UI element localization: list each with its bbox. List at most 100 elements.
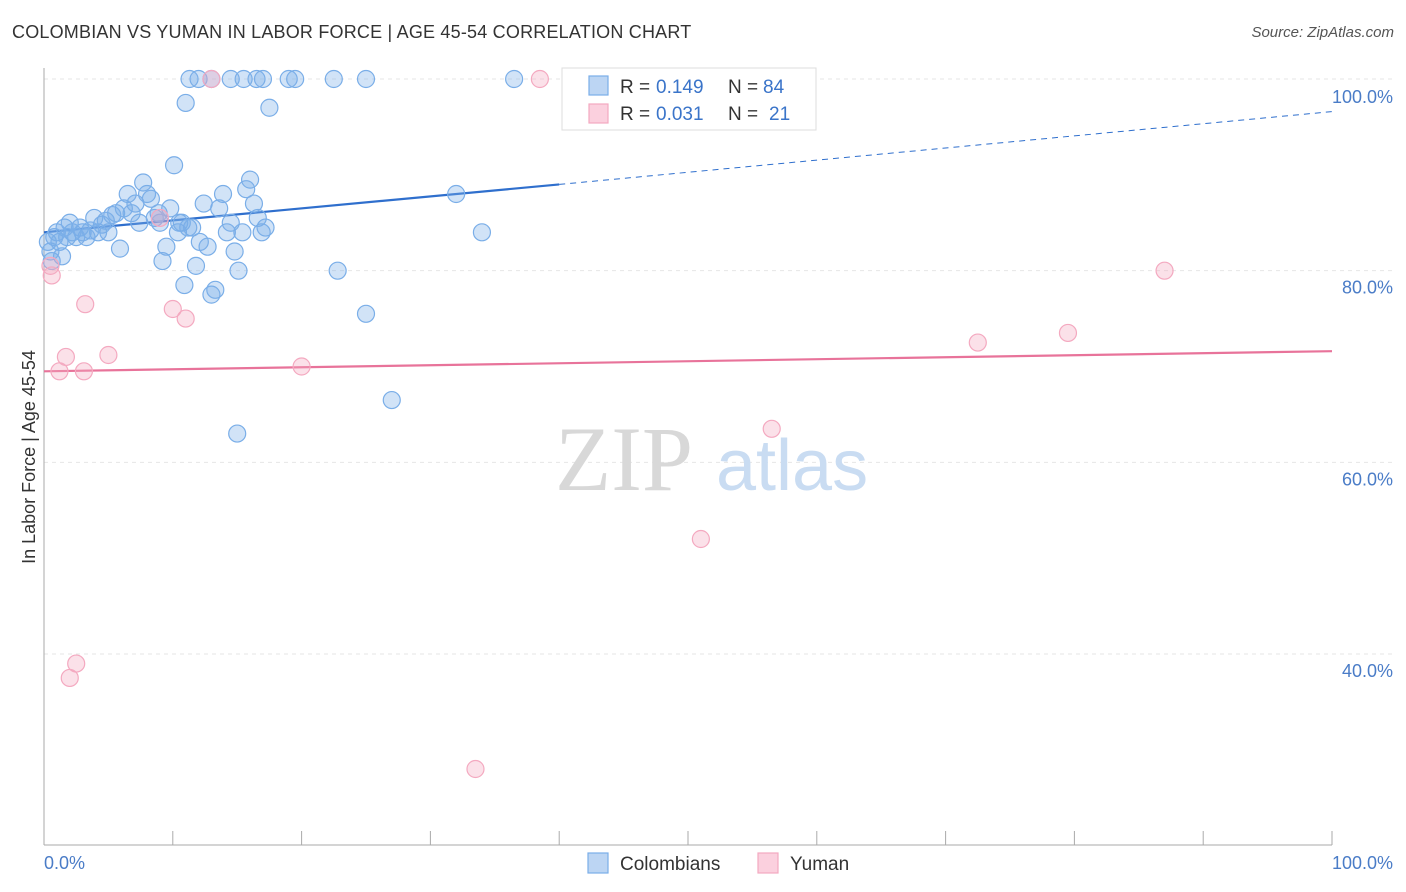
watermark-zip: ZIP xyxy=(555,408,693,510)
point-colombians-73 xyxy=(356,304,376,323)
point-colombians-79 xyxy=(279,69,298,89)
point-colombians-25 xyxy=(118,184,137,204)
point-yuman-0 xyxy=(41,256,60,275)
legend-swatch-colombians xyxy=(588,75,609,96)
point-colombians-20 xyxy=(99,223,118,242)
y-tick-label-60: 60.0% xyxy=(1342,469,1393,489)
point-colombians-76 xyxy=(447,184,466,204)
y-tick-label-40: 40.0% xyxy=(1342,661,1393,681)
y-tick-label-80: 80.0% xyxy=(1342,278,1393,298)
point-colombians-53 xyxy=(225,242,244,261)
point-yuman-20 xyxy=(1155,261,1174,280)
legend-n-value-yuman: 21 xyxy=(769,104,790,125)
point-yuman-17 xyxy=(762,419,781,438)
x-tick-label-min: 0.0% xyxy=(44,853,85,873)
point-colombians-38 xyxy=(168,223,188,242)
point-yuman-18 xyxy=(968,333,987,352)
point-colombians-45 xyxy=(194,194,213,213)
series-legend-swatch-yuman xyxy=(757,852,779,874)
point-colombians-40 xyxy=(175,275,194,295)
point-yuman-14 xyxy=(466,759,485,779)
point-colombians-82 xyxy=(170,213,189,232)
point-yuman-9 xyxy=(150,208,170,228)
point-colombians-54 xyxy=(229,261,248,280)
series-legend-label-yuman: Yuman xyxy=(790,854,849,875)
point-colombians-49 xyxy=(210,199,229,218)
legend-n-value-colombians: 84 xyxy=(763,77,785,98)
point-yuman-19 xyxy=(1058,323,1078,343)
legend-n-label-colombians: N = xyxy=(728,77,758,98)
point-colombians-63 xyxy=(260,98,279,117)
point-yuman-1 xyxy=(42,266,61,285)
point-colombians-26 xyxy=(122,204,141,223)
point-colombians-58 xyxy=(244,194,264,213)
x-tick-label-max: 100.0% xyxy=(1332,853,1393,873)
point-colombians-51 xyxy=(217,223,236,242)
series-legend-swatch-colombians xyxy=(587,852,609,874)
point-colombians-83 xyxy=(150,213,170,232)
point-yuman-11 xyxy=(176,309,195,328)
y-tick-labels: 40.0% 60.0% 80.0% 100.0% xyxy=(1332,87,1393,681)
point-yuman-5 xyxy=(67,654,86,673)
point-yuman-6 xyxy=(74,362,94,381)
x-axis-ticks xyxy=(43,831,1333,845)
trend-line-yuman xyxy=(43,350,1333,373)
legend-r-value-colombians: 0.149 xyxy=(656,77,704,98)
trend-line-extension-colombians xyxy=(559,111,1333,185)
point-colombians-31 xyxy=(141,189,161,208)
point-yuman-7 xyxy=(76,295,95,314)
point-colombians-62 xyxy=(176,93,195,113)
point-yuman-10 xyxy=(163,299,182,319)
series-legend-label-colombians: Colombians xyxy=(620,854,720,875)
point-yuman-3 xyxy=(56,347,75,367)
point-colombians-57 xyxy=(240,170,260,189)
grid-lines xyxy=(44,78,1393,655)
point-colombians-35 xyxy=(157,237,176,256)
point-colombians-43 xyxy=(186,256,206,275)
legend-n-label-yuman: N = xyxy=(728,104,758,125)
legend-r-label-colombians: R = xyxy=(620,77,650,98)
point-colombians-56 xyxy=(237,180,256,199)
trend-lines xyxy=(43,111,1333,373)
legend-r-label-yuman: R = xyxy=(620,104,650,125)
chart-title: COLOMBIAN VS YUMAN IN LABOR FORCE | AGE … xyxy=(12,22,692,42)
point-colombians-68 xyxy=(253,69,273,89)
point-colombians-74 xyxy=(382,390,401,410)
point-colombians-41 xyxy=(179,218,198,237)
point-colombians-50 xyxy=(213,184,233,204)
legend-r-value-yuman: 0.031 xyxy=(656,104,704,125)
point-yuman-8 xyxy=(99,345,118,365)
point-colombians-55 xyxy=(233,223,252,242)
point-colombians-69 xyxy=(286,69,305,89)
point-colombians-23 xyxy=(110,239,130,258)
point-colombians-70 xyxy=(324,69,343,89)
legend-swatch-yuman xyxy=(588,103,609,124)
point-colombians-59 xyxy=(248,208,267,228)
point-yuman-15 xyxy=(530,69,549,89)
point-yuman-12 xyxy=(202,69,221,89)
point-colombians-75 xyxy=(228,424,247,443)
series-legend: Colombians Yuman xyxy=(587,852,849,875)
y-tick-label-100: 100.0% xyxy=(1332,87,1393,107)
watermark-atlas: atlas xyxy=(716,426,868,506)
y-axis-label: In Labor Force | Age 45-54 xyxy=(19,350,39,564)
scatter-points xyxy=(38,69,1174,779)
point-colombians-78 xyxy=(505,69,524,89)
point-yuman-16 xyxy=(691,529,710,549)
point-colombians-37 xyxy=(164,156,184,175)
point-colombians-72 xyxy=(328,261,347,280)
point-colombians-66 xyxy=(221,69,240,89)
point-colombians-12 xyxy=(70,218,90,237)
point-colombians-67 xyxy=(234,69,253,89)
point-colombians-34 xyxy=(153,251,172,271)
point-colombians-48 xyxy=(206,280,225,299)
point-colombians-29 xyxy=(134,173,153,192)
point-colombians-81 xyxy=(247,69,266,89)
point-yuman-13 xyxy=(292,357,311,376)
point-colombians-28 xyxy=(130,213,149,232)
stats-legend: R = 0.149 N = 84 R = 0.031 N = 21 xyxy=(561,67,817,131)
point-colombians-77 xyxy=(472,223,492,242)
trend-line-colombians xyxy=(43,183,560,234)
point-colombians-71 xyxy=(356,69,376,89)
